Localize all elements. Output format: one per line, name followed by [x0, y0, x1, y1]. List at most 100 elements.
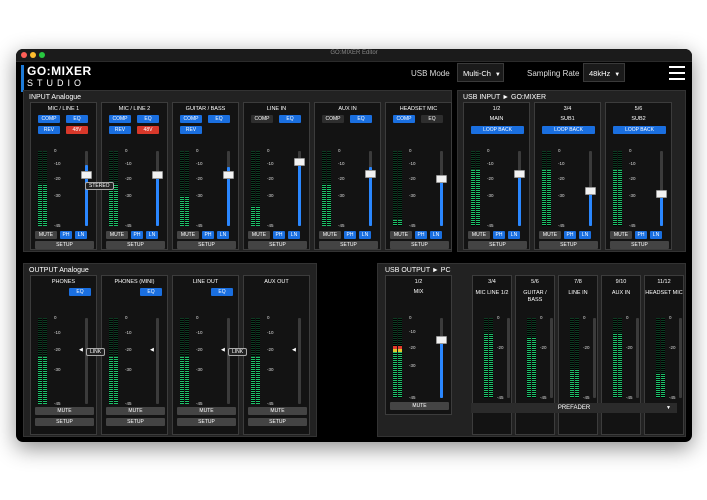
phones-button[interactable]: PH: [415, 231, 427, 239]
usb-mode-select[interactable]: Multi-Ch ▼: [457, 63, 504, 82]
setup-button[interactable]: SETUP: [248, 418, 307, 426]
eq-button[interactable]: EQ: [421, 115, 443, 123]
loop-back-button[interactable]: LOOP BACK: [542, 126, 595, 134]
eq-button[interactable]: EQ: [137, 115, 159, 123]
volume-fader[interactable]: [585, 151, 596, 226]
fader-knob[interactable]: [294, 158, 305, 166]
mute-button[interactable]: MUTE: [106, 231, 128, 239]
setup-button[interactable]: SETUP: [177, 418, 236, 426]
phones-button[interactable]: PH: [131, 231, 143, 239]
setup-button[interactable]: SETUP: [610, 241, 669, 249]
line-button[interactable]: LN: [217, 231, 229, 239]
setup-button[interactable]: SETUP: [177, 241, 236, 249]
volume-fader[interactable]: [294, 151, 305, 226]
phones-button[interactable]: PH: [344, 231, 356, 239]
volume-fader[interactable]: [550, 318, 553, 398]
menu-icon[interactable]: [669, 66, 685, 80]
setup-button[interactable]: SETUP: [35, 241, 94, 249]
phones-button[interactable]: PH: [564, 231, 576, 239]
phones-button[interactable]: PH: [60, 231, 72, 239]
fader-knob[interactable]: [152, 171, 163, 179]
eq-button[interactable]: EQ: [211, 288, 233, 296]
phones-button[interactable]: PH: [635, 231, 647, 239]
mute-button[interactable]: MUTE: [106, 407, 165, 415]
volume-fader[interactable]: [365, 151, 376, 226]
volume-fader[interactable]: [679, 318, 682, 398]
mute-button[interactable]: MUTE: [35, 407, 94, 415]
comp-button[interactable]: COMP: [38, 115, 60, 123]
volume-fader[interactable]: [593, 318, 596, 398]
line-button[interactable]: LN: [508, 231, 520, 239]
setup-button[interactable]: SETUP: [539, 241, 598, 249]
zoom-window-button[interactable]: [39, 52, 45, 58]
line-button[interactable]: LN: [579, 231, 591, 239]
volume-fader[interactable]: [436, 318, 447, 398]
close-window-button[interactable]: [21, 52, 27, 58]
volume-fader[interactable]: [436, 151, 447, 226]
fader-knob[interactable]: [365, 170, 376, 178]
volume-fader[interactable]: [656, 151, 667, 226]
comp-button[interactable]: COMP: [322, 115, 344, 123]
eq-button[interactable]: EQ: [350, 115, 372, 123]
rev-button[interactable]: REV: [109, 126, 131, 134]
setup-button[interactable]: SETUP: [390, 241, 449, 249]
minimize-window-button[interactable]: [30, 52, 36, 58]
link-toggle[interactable]: LINK: [86, 348, 106, 356]
stereo-link-toggle[interactable]: STEREO: [85, 182, 114, 190]
mute-button[interactable]: MUTE: [468, 231, 490, 239]
fader-knob[interactable]: [514, 170, 525, 178]
eq-button[interactable]: EQ: [66, 115, 88, 123]
setup-button[interactable]: SETUP: [106, 241, 165, 249]
mute-button[interactable]: MUTE: [248, 231, 270, 239]
volume-fader[interactable]: [152, 151, 163, 226]
phones-button[interactable]: PH: [273, 231, 285, 239]
mute-button[interactable]: MUTE: [539, 231, 561, 239]
fader-knob[interactable]: [585, 187, 596, 195]
setup-button[interactable]: SETUP: [106, 418, 165, 426]
line-button[interactable]: LN: [430, 231, 442, 239]
mute-button[interactable]: MUTE: [177, 231, 199, 239]
volume-fader[interactable]: [636, 318, 639, 398]
sampling-rate-select[interactable]: 48kHz ▼: [583, 63, 625, 82]
line-button[interactable]: LN: [288, 231, 300, 239]
comp-button[interactable]: COMP: [251, 115, 273, 123]
comp-button[interactable]: COMP: [180, 115, 202, 123]
phantom-48v-button[interactable]: 48V: [137, 126, 159, 134]
line-button[interactable]: LN: [75, 231, 87, 239]
phones-button[interactable]: PH: [493, 231, 505, 239]
volume-fader[interactable]: [223, 151, 234, 226]
line-button[interactable]: LN: [146, 231, 158, 239]
fader-knob[interactable]: [223, 171, 234, 179]
fader-knob[interactable]: [81, 171, 92, 179]
mute-button[interactable]: MUTE: [35, 231, 57, 239]
volume-fader[interactable]: [514, 151, 525, 226]
mute-button[interactable]: MUTE: [177, 407, 236, 415]
line-button[interactable]: LN: [650, 231, 662, 239]
mute-button[interactable]: MUTE: [610, 231, 632, 239]
fader-knob[interactable]: [436, 175, 447, 183]
rev-button[interactable]: REV: [38, 126, 60, 134]
mute-button[interactable]: MUTE: [319, 231, 341, 239]
mute-button[interactable]: MUTE: [390, 231, 412, 239]
comp-button[interactable]: COMP: [393, 115, 415, 123]
fader-knob[interactable]: [656, 190, 667, 198]
eq-button[interactable]: EQ: [279, 115, 301, 123]
mute-button[interactable]: MUTE: [248, 407, 307, 415]
eq-button[interactable]: EQ: [208, 115, 230, 123]
setup-button[interactable]: SETUP: [468, 241, 527, 249]
eq-button[interactable]: EQ: [140, 288, 162, 296]
volume-fader[interactable]: [298, 318, 301, 404]
loop-back-button[interactable]: LOOP BACK: [613, 126, 666, 134]
link-toggle[interactable]: LINK: [228, 348, 248, 356]
setup-button[interactable]: SETUP: [248, 241, 307, 249]
phantom-48v-button[interactable]: 48V: [66, 126, 88, 134]
volume-fader[interactable]: [85, 318, 88, 404]
mute-button[interactable]: MUTE: [390, 402, 449, 410]
rev-button[interactable]: REV: [180, 126, 202, 134]
phones-button[interactable]: PH: [202, 231, 214, 239]
eq-button[interactable]: EQ: [69, 288, 91, 296]
prefader-select[interactable]: PREFADER ▼: [471, 403, 677, 413]
setup-button[interactable]: SETUP: [319, 241, 378, 249]
setup-button[interactable]: SETUP: [35, 418, 94, 426]
comp-button[interactable]: COMP: [109, 115, 131, 123]
